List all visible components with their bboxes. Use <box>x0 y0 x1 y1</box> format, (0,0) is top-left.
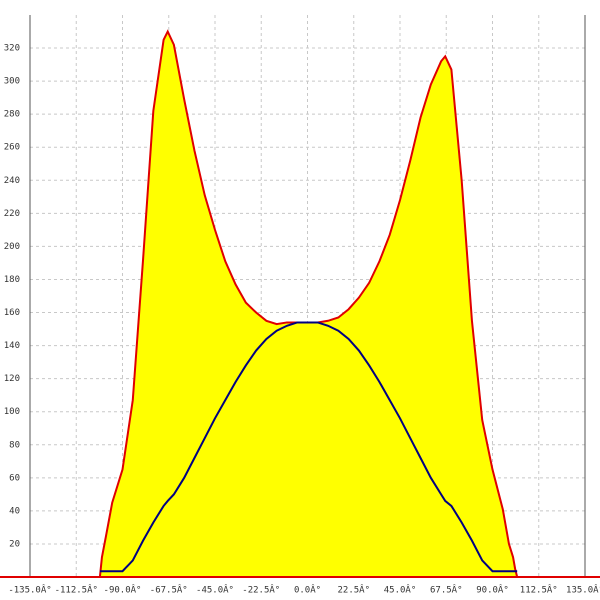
x-tick-label: -90.0Â° <box>104 584 142 596</box>
line <box>99 321 518 573</box>
y-tick-label: 200 <box>4 242 20 252</box>
y-tick-label: 220 <box>4 209 20 219</box>
x-tick-label: -135.0Â° <box>8 584 51 596</box>
y-tick-label: 320 <box>4 44 20 54</box>
y-tick-label: 100 <box>4 407 20 417</box>
x-tick-label: -45.0Â° <box>196 584 234 596</box>
x-tick-label: 112.5Â° <box>520 584 558 596</box>
y-tick-label: 260 <box>4 143 20 153</box>
y-tick-label: 60 <box>9 473 20 483</box>
y-tick-label: 280 <box>4 110 20 120</box>
x-tick-label: -112.5Â° <box>55 584 98 596</box>
x-tick-label: 22.5Â° <box>337 584 370 596</box>
x-tick-label: 135.0Â° <box>566 584 600 596</box>
y-tick-label: 20 <box>9 539 20 549</box>
y-tick-label: 240 <box>4 176 20 186</box>
x-tick-label: 0.0Â° <box>294 584 321 596</box>
x-tick-label: 90.0Â° <box>476 584 509 596</box>
y-tick-label: 120 <box>4 374 20 384</box>
y-tick-label: 180 <box>4 275 20 285</box>
y-tick-label: 140 <box>4 341 20 351</box>
y-tick-label: 80 <box>9 440 20 450</box>
y-tick-label: 160 <box>4 308 20 318</box>
x-tick-label: 45.0Â° <box>384 584 417 596</box>
y-tick-label: 40 <box>9 506 20 516</box>
x-tick-label: -67.5Â° <box>150 584 188 596</box>
x-tick-label: -22.5Â° <box>242 584 280 596</box>
y-tick-label: 300 <box>4 77 20 87</box>
x-tick-label: 67.5Â° <box>430 584 463 596</box>
